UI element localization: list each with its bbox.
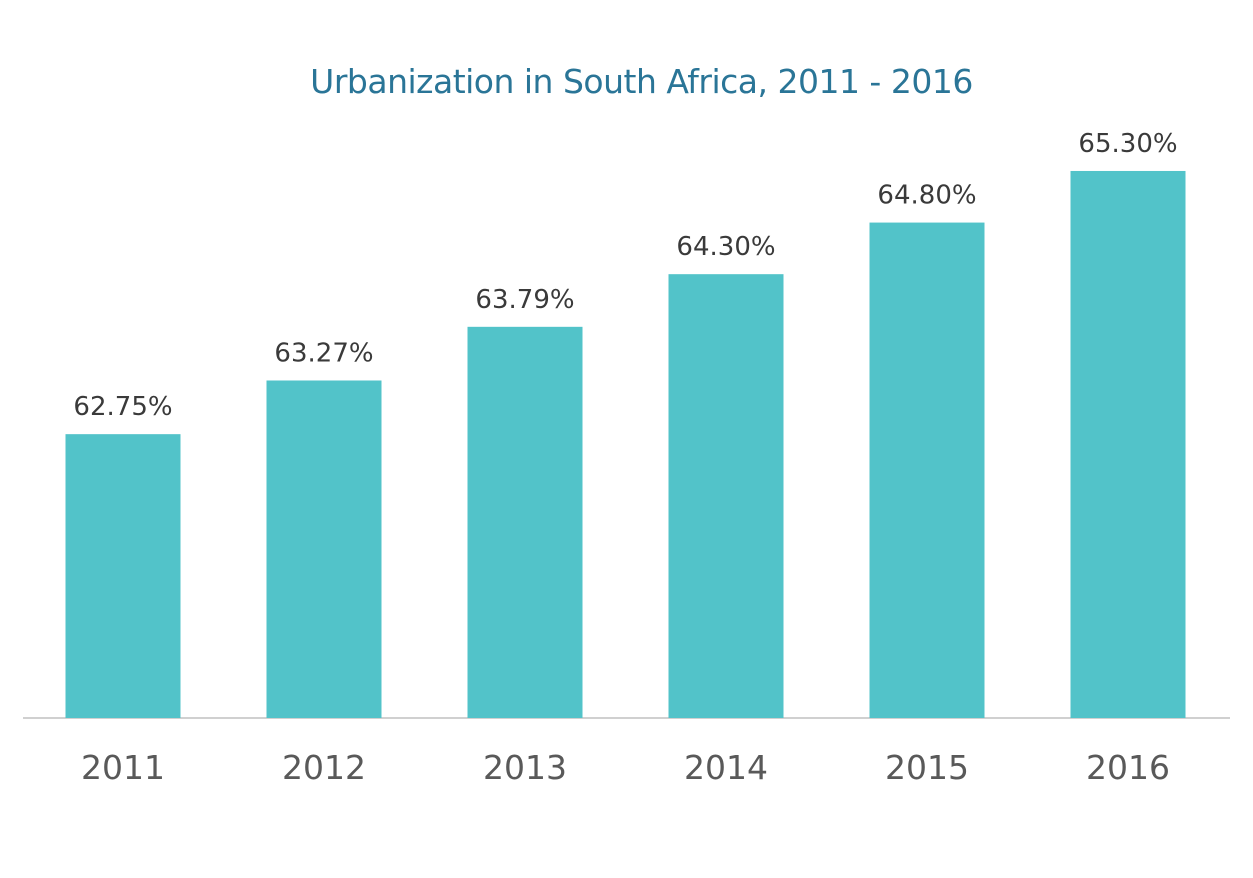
bar-2012 (266, 380, 382, 718)
x-tick-label-2011: 2011 (81, 748, 165, 787)
data-label-2011: 62.75% (73, 392, 172, 422)
bar-2014 (668, 274, 784, 718)
bar-2016 (1070, 170, 1186, 718)
data-label-2014: 64.30% (676, 232, 775, 262)
bar-2011 (65, 434, 181, 718)
data-label-2013: 63.79% (475, 285, 574, 315)
bar-2015 (869, 222, 985, 719)
x-tick-label-2013: 2013 (483, 748, 567, 787)
data-labels: 62.75% 63.27% 63.79% 64.30% 64.80% 65.30% (73, 129, 1177, 422)
data-label-2012: 63.27% (274, 338, 373, 368)
x-tick-label-2015: 2015 (885, 748, 969, 787)
x-tick-labels: 2011 2012 2013 2014 2015 2016 (81, 748, 1170, 787)
bars (65, 170, 1186, 719)
chart-title: Urbanization in South Africa, 2011 - 201… (310, 62, 973, 101)
x-tick-label-2014: 2014 (684, 748, 768, 787)
x-tick-label-2012: 2012 (282, 748, 366, 787)
data-label-2016: 65.30% (1078, 129, 1177, 159)
data-label-2015: 64.80% (877, 181, 976, 211)
bar-2013 (467, 326, 583, 718)
x-tick-label-2016: 2016 (1086, 748, 1170, 787)
